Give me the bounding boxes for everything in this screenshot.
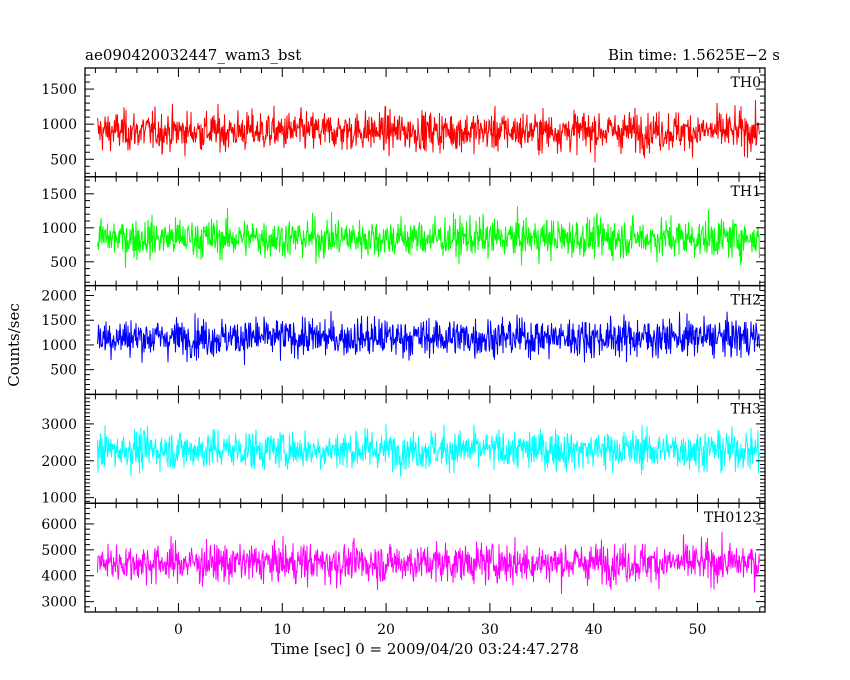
bin-time-label: Bin time: 1.5625E−2 s xyxy=(608,46,780,64)
y-tick-label: 1000 xyxy=(41,338,77,354)
x-axis-label: Time [sec] 0 = 2009/04/20 03:24:47.278 xyxy=(271,640,579,658)
y-tick-label: 3000 xyxy=(41,417,77,433)
y-tick-label: 500 xyxy=(50,363,77,379)
x-tick-label: 0 xyxy=(174,622,183,638)
x-tick-label: 10 xyxy=(273,622,291,638)
y-tick-label: 2000 xyxy=(41,454,77,470)
x-tick-label: 50 xyxy=(689,622,707,638)
series-line-th1 xyxy=(97,206,760,268)
y-tick-label: 1000 xyxy=(41,491,77,507)
y-tick-label: 5000 xyxy=(41,543,77,559)
series-line-th2 xyxy=(97,310,760,365)
y-tick-label: 4000 xyxy=(41,569,77,585)
x-tick-label: 20 xyxy=(377,622,395,638)
y-tick-label: 500 xyxy=(50,255,77,271)
y-tick-label: 1000 xyxy=(41,221,77,237)
series-line-th0123 xyxy=(97,531,760,595)
panel-label-th3: TH3 xyxy=(731,401,761,417)
series-line-th3 xyxy=(97,424,760,477)
y-tick-label: 6000 xyxy=(41,517,77,533)
panel-frame-th0123 xyxy=(84,502,766,613)
panel-label-th0123: TH0123 xyxy=(704,510,761,526)
panel-label-th2: TH2 xyxy=(731,293,761,309)
y-tick-label: 3000 xyxy=(41,595,77,611)
y-tick-label: 1500 xyxy=(41,187,77,203)
x-tick-label: 40 xyxy=(585,622,603,638)
figure-title: ae090420032447_wam3_bst xyxy=(85,46,301,64)
y-tick-label: 1000 xyxy=(41,117,77,133)
y-tick-label: 1500 xyxy=(41,313,77,329)
series-line-th0 xyxy=(97,100,760,163)
y-tick-label: 500 xyxy=(50,152,77,168)
panel-label-th1: TH1 xyxy=(731,184,761,200)
y-axis-label: Counts/sec xyxy=(5,303,23,387)
y-tick-label: 2000 xyxy=(41,288,77,304)
y-tick-label: 1500 xyxy=(41,82,77,98)
x-tick-label: 30 xyxy=(481,622,499,638)
panel-label-th0: TH0 xyxy=(731,75,761,91)
